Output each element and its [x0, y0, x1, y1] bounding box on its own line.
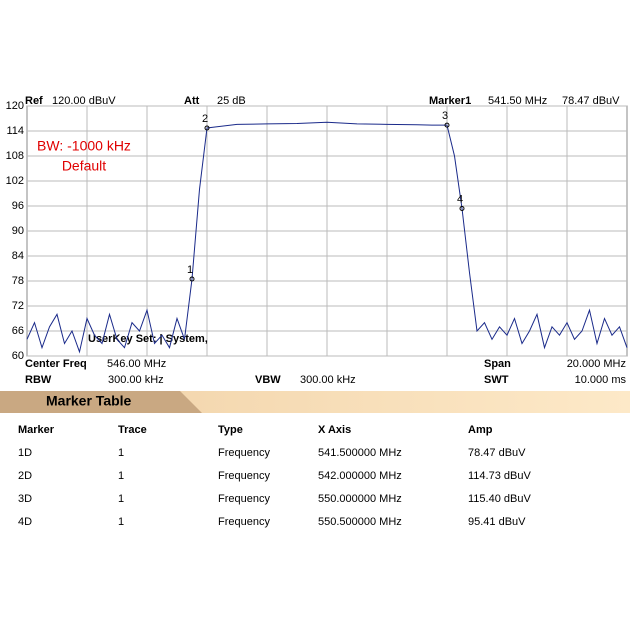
table-cell: 1: [118, 470, 124, 482]
marker-freq: 541.50 MHz: [488, 95, 547, 107]
table-tab: [0, 391, 202, 413]
table-cell: 3D: [18, 493, 32, 505]
marker-label: 3: [442, 110, 448, 122]
table-cell: 95.41 dBuV: [468, 516, 526, 528]
att-value: 25 dB: [217, 95, 246, 107]
table-cell: 550.000000 MHz: [318, 493, 402, 505]
table-cell: Frequency: [218, 516, 270, 528]
y-tick-label: 120: [6, 100, 24, 112]
span-label: Span: [484, 358, 511, 370]
marker: [444, 122, 450, 128]
y-tick-label: 102: [6, 175, 24, 187]
vbw-value: 300.00 kHz: [300, 374, 356, 386]
table-cell: Frequency: [218, 470, 270, 482]
column-header: Amp: [468, 424, 493, 436]
center-label: Center Freq: [25, 358, 87, 370]
marker-label: 1: [187, 264, 193, 276]
column-header: Type: [218, 424, 243, 436]
y-tick-label: 108: [6, 150, 24, 162]
rbw-value: 300.00 kHz: [108, 374, 164, 386]
column-header: Trace: [118, 424, 147, 436]
y-tick-label: 90: [12, 225, 24, 237]
table-title: Marker Table: [46, 393, 132, 409]
annotation: Default: [62, 158, 106, 174]
ref-label: Ref: [25, 95, 43, 107]
marker-label: Marker1: [429, 95, 471, 107]
table-cell: 78.47 dBuV: [468, 447, 526, 459]
table-cell: 541.500000 MHz: [318, 447, 402, 459]
marker-amp: 78.47 dBuV: [562, 95, 620, 107]
span-value: 20.000 MHz: [567, 358, 626, 370]
overlay-text: UserKey Set: | System,: [88, 333, 208, 345]
table-cell: 114.73 dBuV: [468, 470, 531, 482]
vbw-label: VBW: [255, 374, 281, 386]
y-tick-label: 78: [12, 275, 24, 287]
table-cell: 2D: [18, 470, 32, 482]
rbw-label: RBW: [25, 374, 52, 386]
table-cell: 115.40 dBuV: [468, 493, 531, 505]
column-header: X Axis: [318, 424, 351, 436]
table-cell: 1: [118, 493, 124, 505]
marker: [189, 276, 195, 282]
y-tick-label: 60: [12, 350, 24, 362]
table-cell: 1D: [18, 447, 32, 459]
marker: [459, 205, 465, 211]
y-tick-label: 66: [12, 325, 24, 337]
table-cell: 1: [118, 447, 124, 459]
y-tick-label: 84: [12, 250, 24, 262]
swt-label: SWT: [484, 374, 509, 386]
annotation: BW: -1000 kHz: [37, 138, 131, 154]
marker: [204, 125, 210, 131]
marker-label: 2: [202, 113, 208, 125]
att-label: Att: [184, 95, 200, 107]
column-header: Marker: [18, 424, 55, 436]
table-cell: 550.500000 MHz: [318, 516, 402, 528]
ref-value: 120.00 dBuV: [52, 95, 116, 107]
table-cell: 1: [118, 516, 124, 528]
y-tick-label: 114: [6, 125, 24, 137]
marker-label: 4: [457, 193, 463, 205]
center-value: 546.00 MHz: [107, 358, 166, 370]
table-cell: 542.000000 MHz: [318, 470, 402, 482]
trace: [26, 121, 628, 354]
table-cell: Frequency: [218, 493, 270, 505]
table-cell: Frequency: [218, 447, 270, 459]
table-cell: 4D: [18, 516, 32, 528]
y-tick-label: 96: [12, 200, 24, 212]
swt-value: 10.000 ms: [575, 374, 627, 386]
y-tick-label: 72: [12, 300, 24, 312]
